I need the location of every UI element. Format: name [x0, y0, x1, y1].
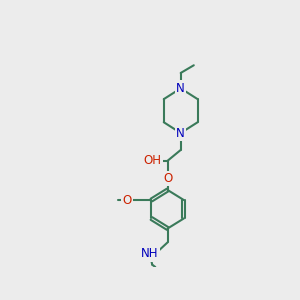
Text: N: N [176, 82, 185, 95]
Text: O: O [122, 194, 131, 206]
Text: OH: OH [143, 154, 161, 167]
Text: N: N [176, 127, 185, 140]
Text: NH: NH [141, 248, 159, 260]
Text: O: O [163, 172, 172, 185]
